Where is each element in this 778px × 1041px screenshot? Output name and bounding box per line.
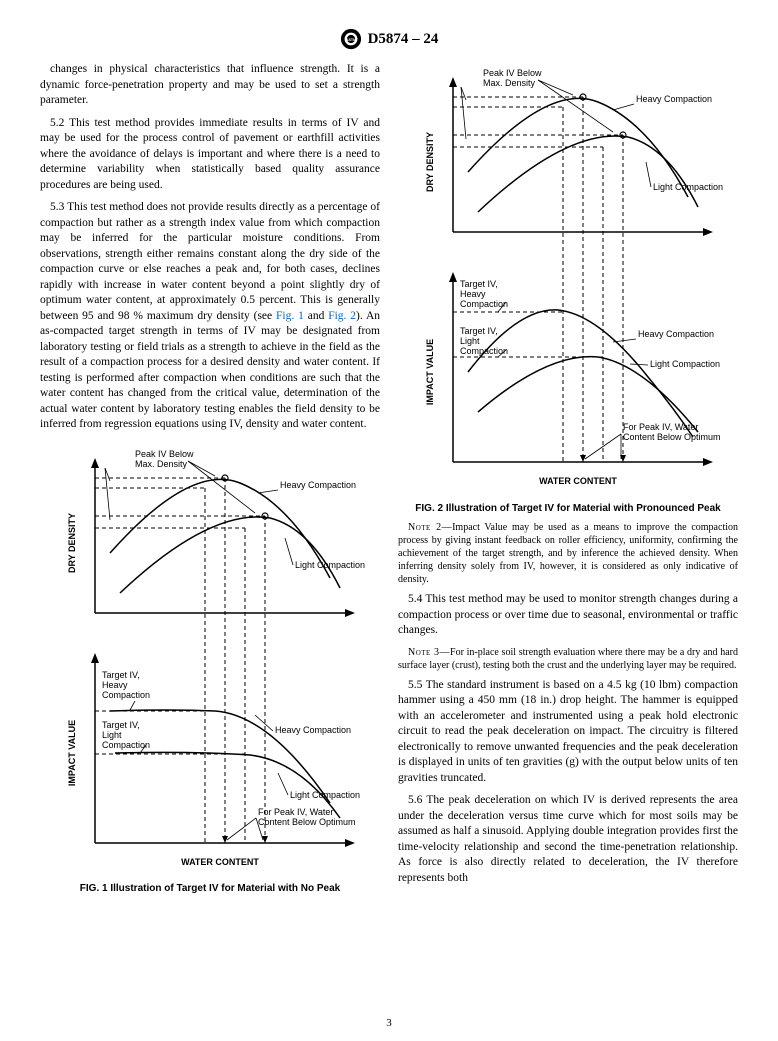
- fig1-light-bot: Light Compaction: [290, 790, 360, 800]
- figure-2: DRY DENSITY: [398, 62, 738, 515]
- page: ASTM D5874 – 24 changes in physical char…: [0, 0, 778, 1041]
- fig2-tl2: Light: [460, 336, 480, 346]
- fig1-heavy-bot: Heavy Compaction: [275, 725, 351, 735]
- astm-logo-icon: ASTM: [340, 28, 362, 50]
- para-5-3-a: 5.3 This test method does not provide re…: [40, 201, 380, 322]
- para-5-5: 5.5 The standard instrument is based on …: [398, 678, 738, 787]
- figure-2-svg: DRY DENSITY: [398, 62, 738, 492]
- left-column: changes in physical characteristics that…: [40, 62, 380, 902]
- fig1-fp1: For Peak IV, Water: [258, 807, 333, 817]
- page-header: ASTM D5874 – 24: [40, 28, 738, 50]
- right-column: DRY DENSITY: [398, 62, 738, 902]
- fig1-y-top-label: DRY DENSITY: [67, 513, 77, 573]
- fig2-light-top: Light Compaction: [653, 182, 723, 192]
- fig2-th2: Heavy: [460, 289, 486, 299]
- fig2-y-top-label: DRY DENSITY: [425, 132, 435, 192]
- para-5-4: 5.4 This test method may be used to moni…: [398, 592, 738, 639]
- fig2-th1: Target IV,: [460, 279, 498, 289]
- page-number: 3: [0, 1017, 778, 1029]
- figure-1: DRY DENSITY: [40, 443, 380, 896]
- note-3: Note 3—For in-place soil strength evalua…: [398, 646, 738, 672]
- fig2-caption: FIG. 2 Illustration of Target IV for Mat…: [398, 502, 738, 516]
- note-2: Note 2—Impact Value may be used as a mea…: [398, 521, 738, 586]
- fig1-th2: Heavy: [102, 680, 128, 690]
- fig2-max-dens: Max. Density: [483, 78, 536, 88]
- fig1-x-label: WATER CONTENT: [181, 857, 259, 867]
- note-3-label: Note 3—: [408, 647, 450, 658]
- fig1-heavy-top: Heavy Compaction: [280, 480, 356, 490]
- fig1-th1: Target IV,: [102, 670, 140, 680]
- designation: D5874 – 24: [368, 31, 439, 48]
- fig1-light-top: Light Compaction: [295, 560, 365, 570]
- link-fig-1[interactable]: Fig. 1: [276, 310, 304, 322]
- fig1-th3: Compaction: [102, 690, 150, 700]
- fig2-light-bot: Light Compaction: [650, 359, 720, 369]
- fig1-caption: FIG. 1 Illustration of Target IV for Mat…: [40, 882, 380, 896]
- svg-text:ASTM: ASTM: [345, 38, 355, 42]
- para-5-2: 5.2 This test method provides immediate …: [40, 116, 380, 194]
- figure-1-svg: DRY DENSITY: [40, 443, 380, 873]
- para-5-6: 5.6 The peak deceleration on which IV is…: [398, 793, 738, 886]
- fig2-y-bottom-label: IMPACT VALUE: [425, 339, 435, 405]
- fig1-peak-iv: Peak IV Below: [135, 449, 194, 459]
- para-5-1-cont: changes in physical characteristics that…: [40, 62, 380, 109]
- fig1-fp2: Content Below Optimum: [258, 817, 356, 827]
- fig1-tl3: Compaction: [102, 740, 150, 750]
- fig2-tl1: Target IV,: [460, 326, 498, 336]
- para-5-3: 5.3 This test method does not provide re…: [40, 200, 380, 433]
- two-column-layout: changes in physical characteristics that…: [40, 62, 738, 902]
- fig1-y-bottom-label: IMPACT VALUE: [67, 720, 77, 786]
- note-2-label: Note 2—: [408, 522, 452, 533]
- fig2-x-label: WATER CONTENT: [539, 476, 617, 486]
- para-5-3-b: ). An as-compacted target strength in te…: [40, 310, 380, 431]
- link-fig-2[interactable]: Fig. 2: [328, 310, 356, 322]
- fig2-th3: Compaction: [460, 299, 508, 309]
- fig1-max-dens: Max. Density: [135, 459, 188, 469]
- fig2-heavy-bot: Heavy Compaction: [638, 329, 714, 339]
- fig2-fp2: Content Below Optimum: [623, 432, 721, 442]
- para-5-3-and: and: [304, 310, 328, 322]
- fig2-heavy-top: Heavy Compaction: [636, 94, 712, 104]
- fig2-fp1: For Peak IV, Water: [623, 422, 698, 432]
- fig1-tl2: Light: [102, 730, 122, 740]
- fig1-tl1: Target IV,: [102, 720, 140, 730]
- fig2-peak-iv: Peak IV Below: [483, 68, 542, 78]
